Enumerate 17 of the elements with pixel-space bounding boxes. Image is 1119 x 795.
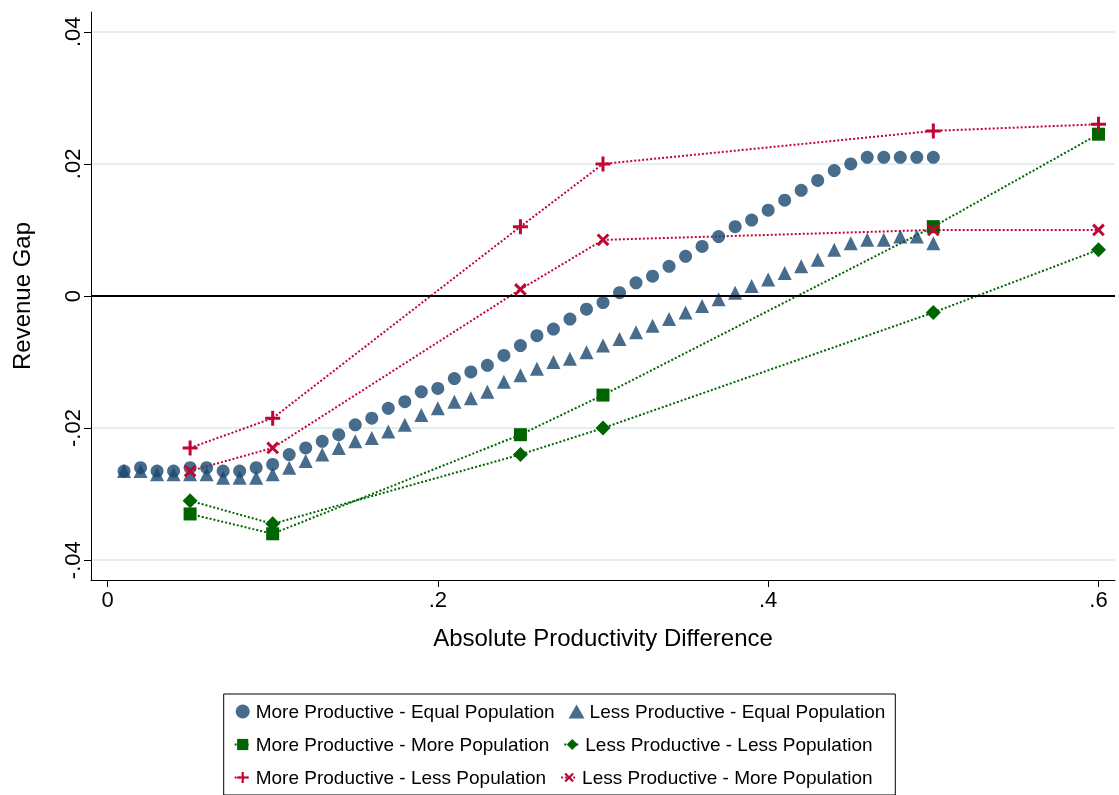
x-tick-label: 0 — [101, 586, 114, 612]
x-axis-title: Absolute Productivity Difference — [433, 623, 773, 651]
y-axis-title: Revenue Gap — [7, 221, 35, 371]
legend-label: Less Productive - Equal Population — [589, 701, 886, 722]
y-tick-label: -.04 — [59, 541, 85, 580]
x-tick-label: .4 — [758, 586, 778, 612]
y-tick-label: .02 — [59, 148, 85, 180]
x-tick-label: .2 — [428, 586, 448, 612]
legend-label: More Productive - Equal Population — [255, 701, 555, 722]
legend-label: More Productive - More Population — [255, 734, 550, 755]
legend-label: Less Productive - More Population — [582, 767, 873, 788]
legend-label: More Productive - Less Population — [255, 767, 547, 788]
x-tick-label: .6 — [1089, 586, 1108, 612]
legend-label: Less Productive - Less Population — [585, 734, 873, 755]
y-tick-label: -.02 — [59, 409, 85, 448]
y-tick-label: 0 — [59, 289, 85, 303]
y-tick-label: .04 — [59, 16, 85, 48]
